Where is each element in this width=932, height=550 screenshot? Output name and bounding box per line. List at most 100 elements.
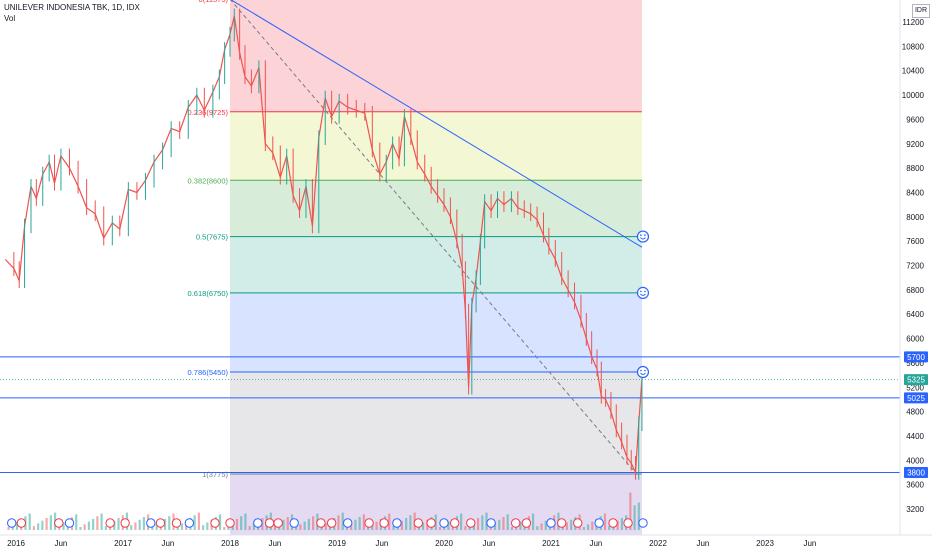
x-tick-label: 2019 [328,539,346,548]
volume-bar [350,522,353,530]
volume-bar [582,527,585,530]
dividend-icon [392,518,402,528]
dividend-icon [486,518,496,528]
volume-bar [15,521,19,530]
x-tick-label: 2017 [114,539,132,548]
volume-bar [570,519,573,530]
smiley-icon [644,290,646,293]
volume-bar [531,513,535,530]
smiley-icon [644,369,646,372]
trend-line [230,0,637,475]
volume-bar [7,527,10,530]
volume-bar [151,527,154,530]
earnings-icon [105,518,115,528]
volume-bar [307,518,310,530]
volume-bar [324,523,327,530]
volume-bar [493,522,497,530]
y-tick-label: 6400 [906,310,924,319]
volume-bar [62,522,65,530]
earnings-icon [120,518,130,528]
volume-bar [485,512,488,530]
volume-bar [506,514,509,530]
earnings-icon [210,518,220,528]
volume-bar [620,518,623,530]
smiley-icon [636,365,650,379]
volume-bar [218,514,222,530]
y-tick-label: 10800 [902,42,925,51]
smiley-icon [640,234,642,236]
dividend-icon [439,518,449,528]
volume-bar [295,527,298,530]
volume-bar [586,524,590,530]
earnings-icon [225,518,235,528]
volume-bar [32,526,36,530]
volume-bar [79,527,82,530]
price-tag [904,392,928,404]
y-tick-label: 11200 [902,18,924,27]
x-tick-label: Jun [803,539,816,548]
smiley-icon [640,369,642,372]
volume-bar [235,518,239,530]
price-tag-label: 5700 [907,353,925,362]
volume-bar [41,520,44,530]
fib-level-label: 0(11575) [199,0,229,4]
volume-bar [633,505,636,530]
fib-level-label: 0.786(5450) [188,368,229,377]
volume-bar [476,518,480,530]
earnings-icon [413,518,424,528]
volume-bar [223,527,226,530]
earnings-icon [273,518,283,528]
volume-bar [447,521,450,530]
volume-bar [320,526,323,530]
earnings-icon [171,518,182,528]
currency-badge[interactable]: IDR [912,4,930,18]
volume-bar [464,526,467,530]
y-tick-label: 9200 [906,140,924,149]
dividend-icon [184,518,195,528]
volume-bar [75,514,78,530]
volume-bar [206,522,209,530]
y-tick-label: 8800 [906,164,924,173]
dividend-icon [146,518,156,528]
volume-bar [87,521,91,530]
volume-bar [460,513,463,530]
price-tag-label: 5025 [907,394,925,403]
price-tag [904,374,928,386]
volume-bar [282,519,285,530]
y-tick-label: 4000 [906,456,924,465]
volume-bar [375,521,378,530]
x-tick-label: Jun [589,539,602,548]
volume-bar [286,517,289,530]
volume-bar [438,527,442,530]
volume-bar [337,515,340,530]
volume-bar [409,515,412,530]
earnings-icon [155,518,166,528]
volume-bar [629,492,632,530]
earnings-icon [573,518,583,528]
y-tick-label: 5200 [906,383,924,392]
volume-bar [113,520,116,530]
fib-band [230,372,642,474]
volume-bar [341,512,344,530]
price-tag [904,351,928,363]
volume-bar [92,518,95,530]
smiley-icon [640,293,646,296]
volume-bar [366,527,370,530]
x-tick-label: Jun [54,539,67,548]
x-tick-label: 2023 [756,539,774,548]
earnings-icon [608,518,618,528]
dividend-icon [638,518,648,528]
y-tick-label: 7600 [906,237,924,246]
volume-bar [273,525,277,530]
y-tick-label: 7200 [906,262,924,271]
volume-bar [28,513,31,530]
x-tick-label: 2018 [221,539,239,548]
y-tick-label: 5600 [906,359,924,368]
fib-level-label: 0.5(7675) [196,233,229,242]
volume-bar [45,518,48,530]
fib-band [230,0,642,112]
volume-bar [155,524,158,530]
volume-bar [371,524,374,530]
y-tick-label: 10000 [902,91,925,100]
